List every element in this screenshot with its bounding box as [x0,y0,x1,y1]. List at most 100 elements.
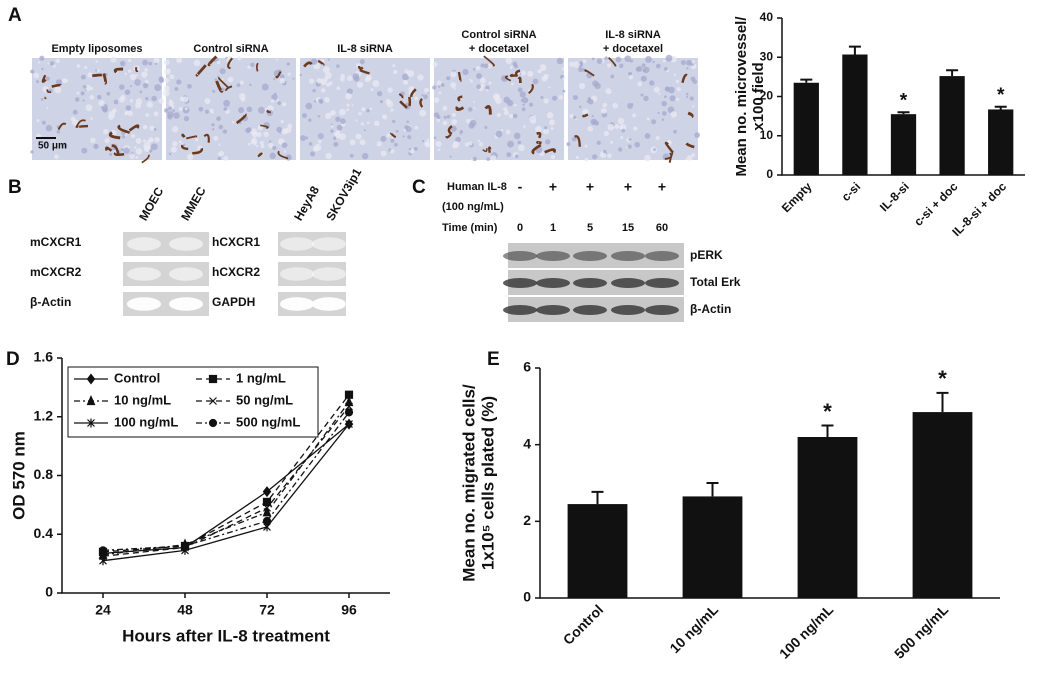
texture [98,100,105,107]
texture [661,111,667,116]
texture [513,132,521,140]
texture [325,152,332,160]
y-axis-title: OD 570 nm [9,431,28,520]
texture [340,118,346,125]
texture [183,116,190,122]
legend-box [67,366,319,438]
legend-label: 50 ng/mL [236,392,293,407]
texture [635,66,641,72]
texture [653,86,660,93]
vessel [399,100,408,109]
texture [222,129,228,134]
blot-strip [123,232,209,256]
point [345,402,353,411]
texture [522,97,529,104]
blot-band [611,305,645,315]
texture [401,73,409,81]
texture [379,100,383,104]
texture [268,142,274,149]
texture [603,130,610,137]
texture [391,136,394,139]
texture [437,85,441,88]
texture [90,117,93,120]
texture [386,133,391,138]
texture [176,57,183,64]
texture [607,153,612,158]
texture [217,156,222,161]
texture [250,141,253,145]
texture [446,76,451,81]
texture [442,120,448,126]
texture [130,133,136,139]
texture [89,95,95,100]
significance-mark: * [900,90,908,111]
vessel [509,73,516,77]
texture [452,141,460,148]
bar [939,76,965,175]
texture [655,63,661,69]
panel-letter: B [8,177,22,198]
texture [172,109,175,112]
blot-band [280,267,314,281]
texture [686,155,693,161]
texture [90,86,94,91]
texture [621,128,626,133]
treatment-sign: + [586,179,594,195]
texture [607,123,615,131]
series-line [102,423,350,554]
texture [87,72,93,78]
bar [988,109,1014,175]
texture [692,79,698,84]
treatment-sign: + [658,179,666,195]
texture [505,57,512,64]
vessel [584,69,595,77]
texture [670,111,677,118]
texture [332,136,337,141]
significance-mark: * [823,399,832,424]
texture [223,156,229,162]
texture [149,125,155,131]
y-tick-label: 0 [523,589,531,605]
texture [365,74,372,81]
texture [527,70,534,77]
texture [169,99,173,103]
scale-label: 50 μm [38,141,67,152]
texture [173,112,180,119]
y-tick-label: 10 [760,128,774,142]
blot-band [280,297,314,311]
texture [667,140,671,144]
x-tick-label: Control [560,601,607,648]
vessel [317,59,325,66]
row-label: β-Actin [690,302,731,316]
texture [257,124,263,131]
texture [664,95,667,98]
texture [127,69,132,73]
texture [109,152,113,156]
texture [423,87,430,94]
blot-band [536,278,570,288]
vessel [681,73,688,84]
texture [120,148,124,152]
texture [172,141,178,147]
texture [30,69,35,74]
texture [664,86,670,92]
texture [691,153,696,157]
texture [43,142,47,146]
image-label: + docetaxel [469,43,529,55]
error-bar [800,78,813,83]
texture [216,116,221,121]
texture [602,102,607,108]
texture [548,86,551,89]
blot-strip [278,232,346,256]
texture [373,120,380,127]
texture [154,62,158,65]
texture [467,107,473,112]
texture [475,72,482,79]
texture [355,133,362,140]
texture [322,66,330,74]
texture [135,156,139,159]
texture [169,74,175,80]
x-tick-label: 500 ng/mL [891,601,952,662]
error-bar [897,111,910,115]
texture [237,107,245,114]
